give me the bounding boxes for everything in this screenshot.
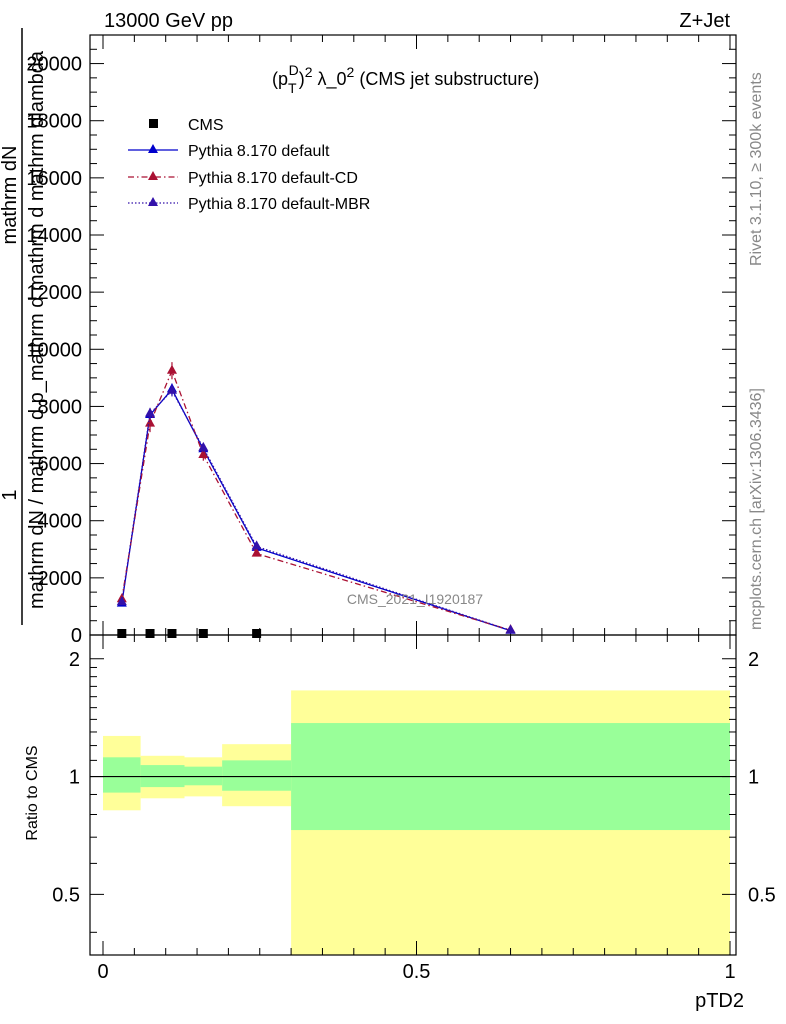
rivet-label: Rivet 3.1.10, ≥ 300k events <box>748 72 765 266</box>
mcplots-label: mcplots.cern.ch [arXiv:1306.3436] <box>748 388 765 630</box>
main-ytick-label: 14000 <box>26 225 82 247</box>
main-frame <box>89 34 737 636</box>
main-ytick-label: 2000 <box>38 568 83 590</box>
main-ytick-label: 0 <box>71 625 82 647</box>
series-point-pythia-8-170-default-cd <box>251 547 262 557</box>
series-point-pythia-8-170-default-cd <box>166 364 177 374</box>
series-point-pythia-8-170-default-cd <box>198 449 209 458</box>
legend-marker-default <box>148 144 158 153</box>
main-ytick-label: 4000 <box>38 511 83 533</box>
main-ytick-label: 8000 <box>38 396 83 418</box>
plot-title: (pTD)2 λ_02 (CMS jet substructure) <box>272 62 539 96</box>
ratio-frame <box>89 634 737 956</box>
legend-entry-mbr: Pythia 8.170 default-MBR <box>128 196 370 213</box>
main-series <box>116 362 516 638</box>
ratio-bands <box>90 690 736 955</box>
series-line-pythia-8-170-default-mbr <box>121 389 511 632</box>
main-ytick-label: 16000 <box>26 168 82 190</box>
ylabel-line2: mathrm dN <box>0 146 21 245</box>
ratio-ylabel: Ratio to CMS <box>24 745 41 840</box>
series-point-pythia-8-170-default-mbr <box>198 441 209 451</box>
series-point-pythia-8-170-default-cd <box>145 417 156 427</box>
ratio-ytick-label-right: 0.5 <box>748 884 776 906</box>
series-point-pythia-8-170-default-mbr <box>116 596 127 606</box>
cms-data-point <box>167 629 177 638</box>
main-ytick-label: 18000 <box>26 111 82 133</box>
cms-data-point <box>117 629 127 638</box>
series-line-pythia-8-170-default-cd <box>121 368 511 631</box>
cms-data-point <box>198 629 208 638</box>
header-right: Z+Jet <box>679 10 730 32</box>
x-axis-label: pTD2 <box>695 990 744 1012</box>
series-point-pythia-8-170-default-mbr <box>166 384 177 394</box>
cms-data-point <box>252 629 262 638</box>
ratio-ytick-label: 2 <box>69 649 80 671</box>
legend-label-cd: Pythia 8.170 default-CD <box>188 170 358 187</box>
main-ytick-label: 12000 <box>26 282 82 304</box>
legend-entry-default: Pythia 8.170 default <box>128 143 330 160</box>
main-axis-ticks: 0 2000 4000 6000 8000 10000 12000 14000 16000 180… <box>26 35 736 647</box>
ratio-xtick-label: 1 <box>724 961 735 983</box>
main-ylabel: 1 mathrm dN / mathrm d p_mathrm d mathrm… <box>0 28 48 625</box>
legend-label-mbr: Pythia 8.170 default-MBR <box>188 196 370 213</box>
series-point-pythia-8-170-default-mbr <box>145 407 156 417</box>
legend-entry-cd: Pythia 8.170 default-CD <box>128 170 358 187</box>
ylabel-numerator: 1 <box>0 489 21 500</box>
legend-marker-cms <box>149 119 158 128</box>
legend-label-cms: CMS <box>188 117 224 134</box>
ratio-xtick-label: 0.5 <box>403 961 431 983</box>
ylabel-line1: mathrm dN / mathrm d p_mathrm d mathrm d… <box>26 50 48 609</box>
main-ytick-label: 10000 <box>26 339 82 361</box>
watermark: CMS_2021_I1920187 <box>347 591 483 607</box>
ratio-ytick-label: 0.5 <box>52 884 80 906</box>
series-line-pythia-8-170-default <box>121 388 511 632</box>
legend-marker-mbr <box>148 197 158 206</box>
ratio-ytick-label: 1 <box>69 767 80 789</box>
main-ytick-label: 6000 <box>38 454 83 476</box>
ratio-xtick-label: 0 <box>97 961 108 983</box>
header-left: 13000 GeV pp <box>104 10 233 32</box>
ratio-band-inner <box>222 760 292 791</box>
ratio-ytick-label-right: 2 <box>748 649 759 671</box>
cms-data-point <box>145 629 155 638</box>
ratio-band-inner <box>103 757 141 793</box>
main-ytick-label: 20000 <box>26 54 82 76</box>
ratio-ytick-label-right: 1 <box>748 767 759 789</box>
ratio-panel: 0.5 0.5 1 1 2 2 0 0.5 1 Ratio to CMS <box>24 634 776 983</box>
legend-label-default: Pythia 8.170 default <box>188 143 330 160</box>
ratio-axis-ticks: 0.5 0.5 1 1 2 2 0 0.5 1 <box>52 635 776 983</box>
series-point-pythia-8-170-default-mbr <box>251 540 262 550</box>
legend: CMS Pythia 8.170 default Pythia 8.170 de… <box>128 117 370 213</box>
legend-entry-cms: CMS <box>149 117 224 134</box>
main-panel: 0 2000 4000 6000 8000 10000 12000 14000 16000 180… <box>26 34 737 647</box>
legend-marker-cd <box>148 171 158 180</box>
series-point-pythia-8-170-default-mbr <box>505 624 516 634</box>
